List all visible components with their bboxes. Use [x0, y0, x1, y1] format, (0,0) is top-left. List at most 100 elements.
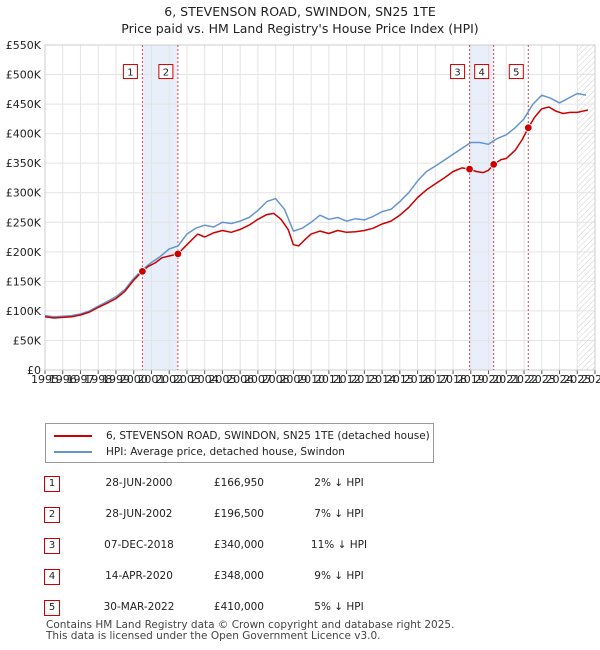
x-tick-label: 2025 — [563, 373, 591, 386]
footer-licence: This data is licensed under the Open Gov… — [46, 630, 381, 642]
sale-point-3 — [465, 164, 474, 174]
x-tick-label: 2024 — [546, 373, 574, 386]
sale-label-4: 4 — [479, 68, 485, 79]
legend-item-hpi: HPI: Average price, detached house, Swin… — [54, 444, 345, 460]
legend-label-hpi: HPI: Average price, detached house, Swin… — [106, 446, 345, 458]
sale-price: £410,000 — [213, 601, 264, 613]
sale-label-5: 5 — [513, 68, 519, 79]
x-tick-label: 2026 — [581, 373, 600, 386]
sale-point-1 — [138, 267, 147, 276]
x-tick-label: 2007 — [244, 373, 272, 386]
highlight-band-1 — [142, 45, 178, 370]
future-region — [577, 45, 595, 370]
sale-number: 1 — [44, 476, 60, 492]
chart-subtitle: Price paid vs. HM Land Registry's House … — [121, 21, 479, 36]
sale-point-5 — [524, 123, 533, 132]
table-row: 4 14-APR-2020 £348,000 9% ↓ HPI — [40, 567, 580, 587]
y-tick-label: £50K — [13, 334, 42, 347]
series-line-hpi — [44, 92, 587, 318]
sale-label-box-1 — [122, 64, 138, 80]
sale-hpi-diff: 9% ↓ HPI — [314, 570, 364, 582]
price-chart: £0 £50K £100K £150K £200K £250K £300K £350K £400… — [6, 39, 600, 386]
x-tick-label: 1995 — [31, 373, 59, 386]
x-tick-label: 2023 — [528, 373, 556, 386]
y-tick-label: £200K — [6, 246, 42, 259]
x-tick-label: 1997 — [66, 373, 94, 386]
x-tick-label: 2012 — [333, 373, 361, 386]
plot-border — [44, 44, 596, 371]
legend: 6, STEVENSON ROAD, SWINDON, SN25 1TE (de… — [45, 423, 434, 463]
sale-number: 5 — [44, 600, 60, 616]
sale-point-2 — [173, 249, 183, 259]
sale-price: £166,950 — [213, 477, 264, 489]
plot-area — [45, 45, 595, 370]
x-tick-label: 2016 — [404, 373, 432, 386]
sale-number: 3 — [44, 538, 60, 554]
legend-swatch-property — [54, 435, 92, 437]
x-tick-label: 2009 — [279, 373, 307, 386]
x-tick-label: 2021 — [492, 373, 520, 386]
sale-date: 07-DEC-2018 — [104, 539, 174, 551]
x-tick-label: 2002 — [155, 373, 183, 386]
x-tick-label: 2017 — [421, 373, 449, 386]
y-tick-label: £0 — [27, 364, 41, 377]
x-tick-label: 1996 — [49, 373, 77, 386]
x-tick-label: 2019 — [457, 373, 485, 386]
chart-title: 6, STEVENSON ROAD, SWINDON, SN25 1TE — [164, 4, 436, 19]
sale-label-box-2 — [158, 64, 174, 80]
y-tick-label: £350K — [6, 157, 42, 170]
y-tick-label: £550K — [6, 39, 42, 52]
sale-number: 4 — [44, 569, 60, 585]
table-row: 5 30-MAR-2022 £410,000 5% ↓ HPI — [40, 598, 580, 618]
x-tick-label: 1999 — [102, 373, 130, 386]
sale-price: £196,500 — [213, 508, 264, 520]
x-tick-label: 2000 — [120, 373, 148, 386]
sale-date: 28-JUN-2000 — [105, 477, 173, 489]
sale-price: £348,000 — [213, 570, 264, 582]
sale-label-box-5 — [508, 64, 524, 80]
legend-swatch-hpi — [54, 451, 92, 453]
sale-point-4 — [489, 160, 498, 169]
x-tick-label: 2018 — [439, 373, 467, 386]
sale-label-box-3 — [450, 64, 466, 80]
legend-label-property: 6, STEVENSON ROAD, SWINDON, SN25 1TE (de… — [106, 430, 430, 442]
table-row: 3 07-DEC-2018 £340,000 11% ↓ HPI — [40, 536, 580, 556]
sale-hpi-diff: 2% ↓ HPI — [314, 477, 364, 489]
series-line-property — [44, 106, 589, 319]
sale-hpi-diff: 11% ↓ HPI — [310, 539, 368, 551]
x-tick-label: 2022 — [510, 373, 538, 386]
x-tick-label: 1998 — [84, 373, 112, 386]
footer-copyright: Contains HM Land Registry data © Crown c… — [46, 619, 455, 631]
sale-number: 2 — [44, 507, 60, 523]
sale-date: 28-JUN-2002 — [105, 508, 173, 520]
x-tick-label: 2020 — [475, 373, 503, 386]
y-tick-label: £250K — [6, 216, 42, 229]
x-tick-label: 2008 — [262, 373, 290, 386]
y-tick-label: £500K — [6, 69, 42, 82]
sale-label-3: 3 — [454, 68, 460, 79]
sale-label-box-4 — [474, 64, 490, 80]
x-tick-label: 2013 — [350, 373, 378, 386]
sale-price: £340,000 — [213, 539, 264, 551]
x-tick-label: 2001 — [137, 373, 165, 386]
x-tick-label: 2004 — [191, 373, 219, 386]
highlight-band-2 — [469, 45, 494, 370]
x-tick-label: 2011 — [315, 373, 343, 386]
y-tick-label: £300K — [6, 187, 42, 200]
sale-label-2: 2 — [163, 68, 169, 79]
x-tick-label: 2005 — [208, 373, 236, 386]
legend-item-property: 6, STEVENSON ROAD, SWINDON, SN25 1TE (de… — [54, 428, 430, 444]
y-tick-label: £400K — [6, 128, 42, 141]
y-tick-label: £450K — [6, 98, 42, 111]
sale-label-1: 1 — [127, 68, 133, 79]
table-row: 2 28-JUN-2002 £196,500 7% ↓ HPI — [40, 505, 580, 525]
sale-date: 14-APR-2020 — [105, 570, 173, 582]
sale-date: 30-MAR-2022 — [103, 601, 175, 613]
sale-hpi-diff: 7% ↓ HPI — [314, 508, 364, 520]
y-tick-label: £100K — [6, 305, 42, 318]
y-tick-label: £150K — [6, 275, 42, 288]
x-tick-label: 2006 — [226, 373, 254, 386]
x-tick-label: 2003 — [173, 373, 201, 386]
sale-hpi-diff: 5% ↓ HPI — [314, 601, 364, 613]
x-tick-label: 2010 — [297, 373, 325, 386]
